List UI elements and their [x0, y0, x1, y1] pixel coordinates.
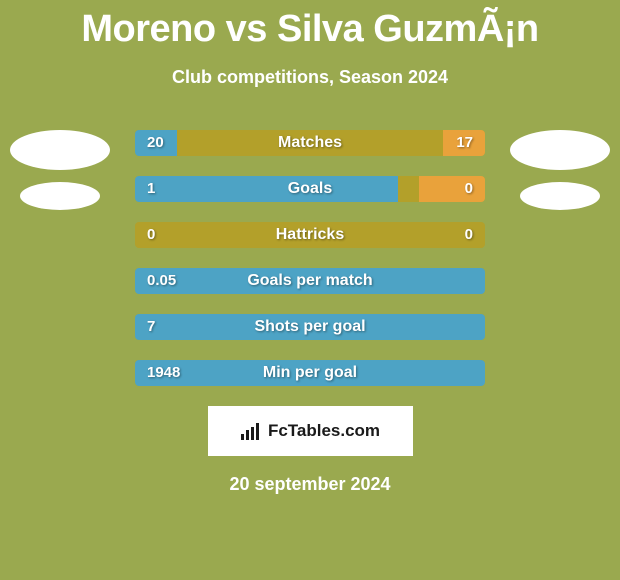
- stat-right-value: 0: [465, 222, 473, 248]
- stat-left-value: 0.05: [147, 268, 176, 294]
- avatar-body-icon: [20, 182, 100, 210]
- stats-container: Matches2017Goals10Hattricks00Goals per m…: [135, 130, 485, 386]
- stat-label: Hattricks: [135, 222, 485, 248]
- stat-left-value: 1: [147, 176, 155, 202]
- avatar-head-icon: [10, 130, 110, 170]
- avatar-body-icon: [520, 182, 600, 210]
- brand-label: FcTables.com: [268, 421, 380, 441]
- stat-right-value: 17: [456, 130, 473, 156]
- stat-row: Matches20 17: [135, 130, 485, 156]
- stat-left-value: 0: [147, 222, 155, 248]
- stat-left-value: 1948: [147, 360, 180, 386]
- stat-label: Matches: [135, 130, 485, 156]
- stat-row: Shots per goal7: [135, 314, 485, 340]
- brand-box: FcTables.com: [208, 406, 413, 456]
- player-left-avatar: [5, 100, 115, 230]
- stat-label: Min per goal: [135, 360, 485, 386]
- stat-label: Shots per goal: [135, 314, 485, 340]
- stat-left-value: 20: [147, 130, 164, 156]
- page-title: Moreno vs Silva GuzmÃ¡n: [0, 0, 620, 51]
- stat-label: Goals per match: [135, 268, 485, 294]
- stat-right-value: 0: [465, 176, 473, 202]
- stat-row: Hattricks0 0: [135, 222, 485, 248]
- avatar-head-icon: [510, 130, 610, 170]
- chart-icon: [240, 422, 262, 440]
- date-label: 20 september 2024: [0, 474, 620, 495]
- player-right-avatar: [505, 100, 615, 230]
- stat-label: Goals: [135, 176, 485, 202]
- stat-row: Goals per match0.05: [135, 268, 485, 294]
- stat-row: Min per goal1948: [135, 360, 485, 386]
- stat-row: Goals1 0: [135, 176, 485, 202]
- stat-left-value: 7: [147, 314, 155, 340]
- subtitle: Club competitions, Season 2024: [0, 67, 620, 88]
